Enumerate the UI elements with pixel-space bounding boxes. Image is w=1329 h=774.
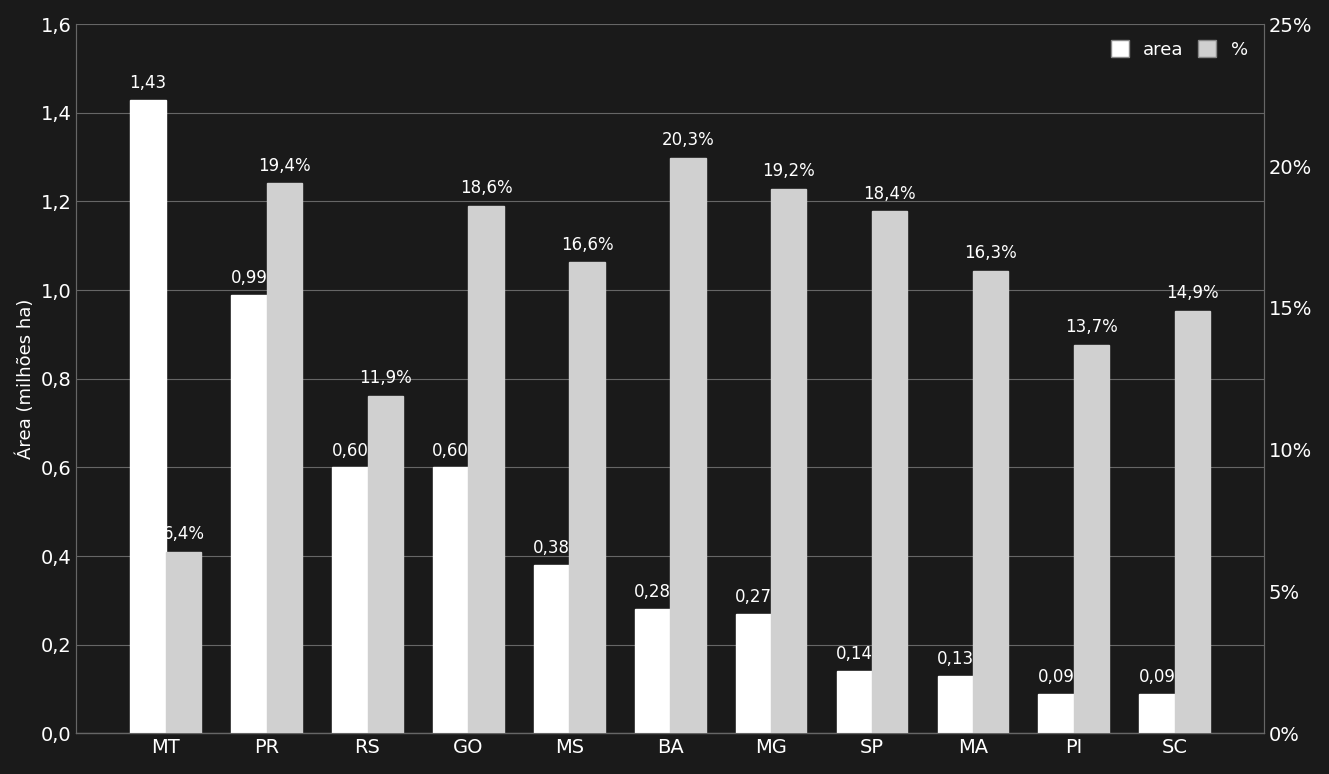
Bar [267, 183, 302, 734]
Text: 18,6%: 18,6% [460, 180, 513, 197]
Bar [635, 609, 670, 734]
Text: 11,9%: 11,9% [359, 369, 412, 387]
Bar [670, 158, 706, 734]
Bar [534, 565, 569, 734]
Text: 0,13: 0,13 [937, 650, 974, 668]
Text: 0,28: 0,28 [634, 584, 671, 601]
Text: 16,6%: 16,6% [561, 236, 613, 254]
Text: 16,3%: 16,3% [964, 245, 1017, 262]
Text: 14,9%: 14,9% [1166, 284, 1219, 302]
Y-axis label: Área (milhões ha): Área (milhões ha) [17, 299, 35, 459]
Text: 6,4%: 6,4% [162, 526, 205, 543]
Bar [1038, 694, 1074, 734]
Text: 19,2%: 19,2% [763, 163, 815, 180]
Bar [837, 671, 872, 734]
Bar [973, 271, 1009, 734]
Bar [231, 295, 267, 734]
Bar [468, 206, 504, 734]
Bar [166, 552, 201, 734]
Text: 0,09: 0,09 [1038, 668, 1075, 686]
Text: 0,09: 0,09 [1139, 668, 1175, 686]
Text: 20,3%: 20,3% [662, 131, 714, 149]
Bar [433, 467, 468, 734]
Bar [1074, 344, 1110, 734]
Bar [1175, 310, 1209, 734]
Text: 0,14: 0,14 [836, 646, 873, 663]
Text: 13,7%: 13,7% [1065, 318, 1118, 336]
Bar [937, 676, 973, 734]
Bar [736, 614, 771, 734]
Text: 18,4%: 18,4% [864, 185, 916, 203]
Text: 0,60: 0,60 [432, 441, 469, 460]
Bar [569, 262, 605, 734]
Text: 1,43: 1,43 [129, 74, 166, 91]
Bar [130, 100, 166, 734]
Text: 0,60: 0,60 [331, 441, 368, 460]
Text: 0,27: 0,27 [735, 587, 772, 606]
Bar [332, 467, 368, 734]
Bar [872, 211, 908, 734]
Bar [771, 189, 807, 734]
Text: 0,38: 0,38 [533, 539, 570, 557]
Bar [368, 396, 403, 734]
Bar [1139, 694, 1175, 734]
Legend: area, %: area, % [1103, 33, 1255, 66]
Text: 0,99: 0,99 [230, 269, 267, 286]
Text: 19,4%: 19,4% [258, 156, 311, 175]
